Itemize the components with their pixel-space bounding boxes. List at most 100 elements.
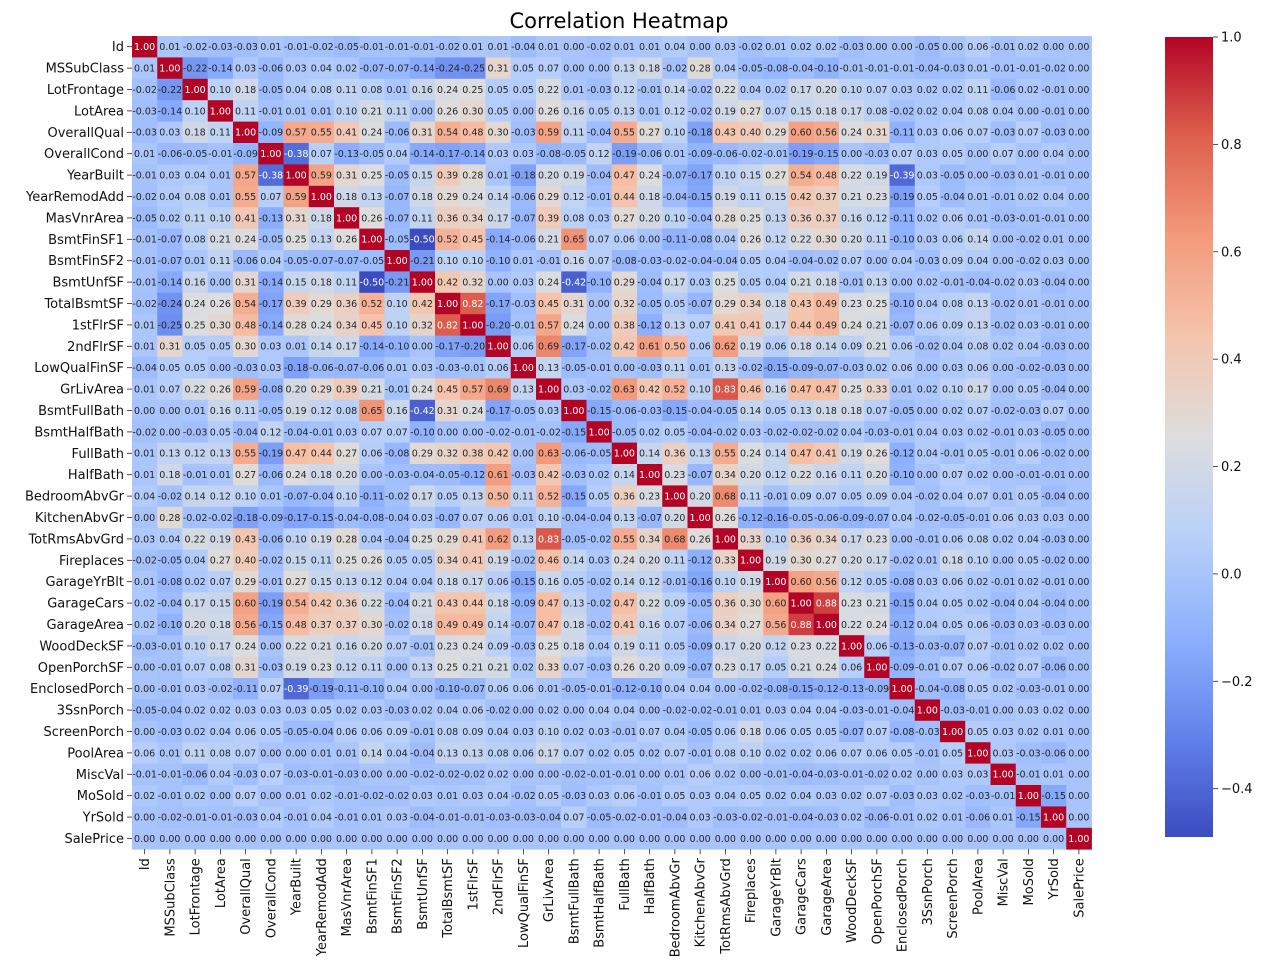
heatmap-cell	[460, 143, 486, 165]
cell-value-label: 0.02	[1043, 706, 1064, 717]
cell-value-label: 0.01	[260, 492, 281, 503]
heatmap-cell	[157, 549, 183, 572]
cell-value-label: 0.21	[841, 192, 862, 203]
cell-value-label: 0.07	[866, 727, 887, 738]
heatmap-cell	[788, 143, 815, 165]
heatmap-cell	[586, 549, 613, 572]
heatmap-cell	[662, 292, 688, 315]
heatmap-cell	[813, 314, 840, 336]
heatmap-cell	[586, 442, 613, 465]
heatmap-cell	[687, 100, 714, 122]
cell-value-label: 0.00	[1068, 534, 1089, 545]
cell-value-label: 0.10	[210, 213, 231, 224]
cell-value-label: 0.03	[1018, 620, 1039, 631]
colorbar-tick-label: 0.2	[1221, 460, 1242, 475]
heatmap-cell	[157, 485, 183, 508]
cell-value-label: 0.00	[892, 534, 913, 545]
cell-value-label: 0.01	[993, 492, 1014, 503]
cell-value-label: 0.52	[437, 235, 458, 246]
cell-value-label: 0.30	[488, 128, 509, 139]
heatmap-cell	[637, 506, 663, 529]
heatmap-cell	[813, 528, 840, 550]
cell-value-label: -0.02	[587, 385, 612, 396]
cell-value-label: 0.23	[715, 663, 736, 674]
row-label: LotArea	[74, 104, 124, 119]
row-label: 2ndFlrSF	[67, 340, 124, 355]
cell-value-label: 0.05	[765, 663, 786, 674]
cell-value-label: 0.02	[134, 791, 155, 802]
heatmap-cell	[712, 164, 739, 187]
heatmap-cell	[409, 506, 436, 529]
cell-value-label: -0.14	[486, 235, 511, 246]
heatmap-cell	[561, 442, 587, 465]
cell-value-label: 0.22	[286, 641, 307, 652]
cell-value-label: -0.01	[991, 577, 1016, 588]
cell-value-label: 0.01	[967, 64, 988, 75]
heatmap-cell	[990, 506, 1017, 529]
cell-value-label: 0.00	[563, 834, 584, 845]
cell-value-label: 0.04	[791, 706, 812, 717]
row-label: TotRmsAbvGrd	[27, 532, 124, 547]
heatmap-cell	[839, 292, 865, 315]
cell-value-label: -0.03	[233, 363, 258, 374]
cell-value-label: -0.02	[991, 663, 1016, 674]
cell-value-label: 0.02	[917, 106, 938, 117]
cell-value-label: 0.00	[387, 770, 408, 781]
cell-value-label: -0.01	[461, 363, 486, 374]
heatmap-cell	[738, 78, 764, 101]
heatmap-cell	[409, 378, 436, 401]
cell-value-label: -0.04	[1041, 492, 1066, 503]
heatmap-cell	[409, 549, 436, 572]
cell-value-label: 0.04	[260, 256, 281, 267]
cell-value-label: -0.01	[1041, 106, 1066, 117]
cell-value-label: 0.00	[1068, 577, 1089, 588]
cell-value-label: 0.12	[765, 641, 786, 652]
cell-value-label: 0.03	[462, 791, 483, 802]
cell-value-label: 0.07	[387, 641, 408, 652]
heatmap-cell	[258, 378, 284, 401]
heatmap-cell	[788, 528, 815, 550]
cell-value-label: 0.07	[816, 492, 837, 503]
cell-value-label: 0.00	[614, 834, 635, 845]
cell-value-label: -0.04	[233, 427, 258, 438]
heatmap-cell	[435, 164, 461, 187]
heatmap-cell	[233, 36, 259, 58]
heatmap-cell	[864, 271, 890, 294]
cell-value-label: 0.20	[740, 641, 761, 652]
heatmap-cell	[409, 464, 436, 486]
cell-value-label: -0.06	[259, 64, 284, 75]
cell-value-label: -0.11	[360, 492, 385, 503]
heatmap-cell	[258, 506, 284, 529]
cell-value-label: -0.02	[486, 706, 511, 717]
heatmap-cell	[940, 57, 966, 80]
cell-value-label: 0.02	[336, 64, 357, 75]
cell-value-label: 0.21	[791, 278, 812, 289]
cell-value-label: -0.50	[360, 278, 385, 289]
cell-value-label: -0.02	[991, 299, 1016, 310]
heatmap-cell	[334, 207, 360, 229]
cell-value-label: 0.24	[412, 385, 433, 396]
cell-value-label: -0.11	[233, 684, 258, 695]
cell-value-label: -0.04	[385, 534, 410, 545]
heatmap-cell	[864, 121, 890, 144]
heatmap-cell	[1041, 399, 1067, 422]
cell-value-label: 0.10	[336, 492, 357, 503]
cell-value-label: 0.05	[437, 492, 458, 503]
cell-value-label: 0.04	[311, 64, 332, 75]
cell-value-label: 0.01	[286, 106, 307, 117]
heatmap-cell	[687, 378, 714, 401]
heatmap-cell	[334, 121, 360, 144]
cell-value-label: 0.00	[563, 42, 584, 53]
cell-value-label: 0.04	[134, 492, 155, 503]
heatmap-cell	[1015, 143, 1042, 165]
cell-value-label: 0.00	[1068, 449, 1089, 460]
cell-value-label: 0.00	[412, 684, 433, 695]
heatmap-cell	[132, 57, 158, 80]
cell-value-label: 0.60	[765, 599, 786, 610]
heatmap-cell	[864, 164, 890, 187]
heatmap-cell	[864, 442, 890, 465]
heatmap-cell	[990, 442, 1017, 465]
cell-value-label: 0.00	[1068, 706, 1089, 717]
cell-value-label: -0.15	[562, 492, 587, 503]
cell-value-label: 0.15	[210, 599, 231, 610]
